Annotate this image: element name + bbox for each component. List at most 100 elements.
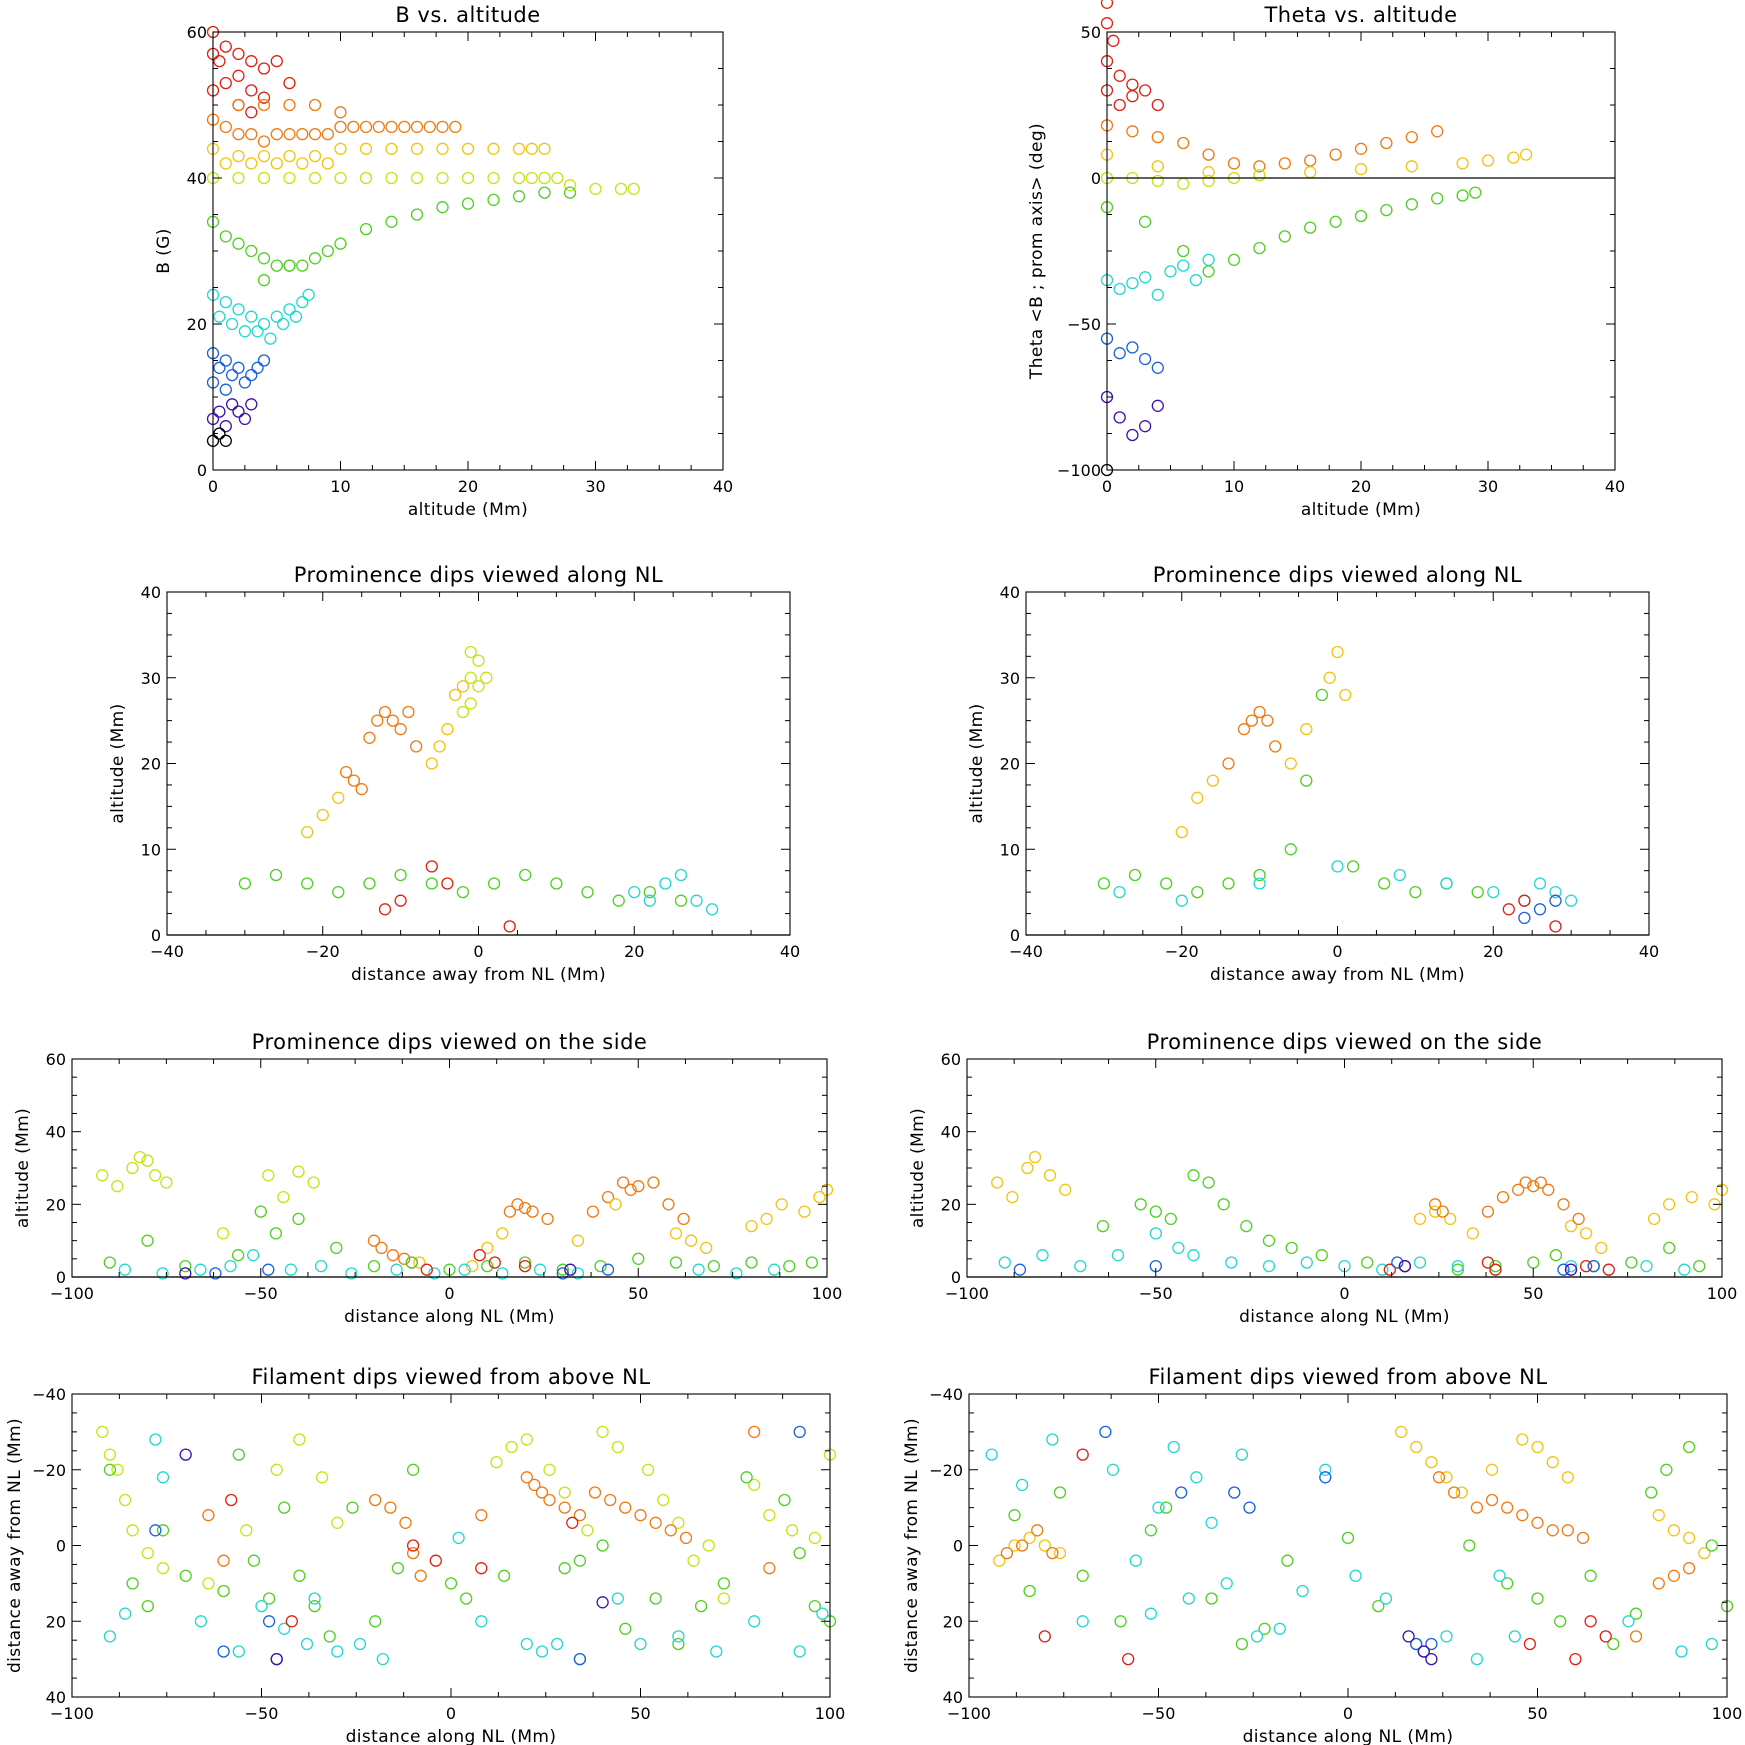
data-point [674, 894, 688, 907]
data-point [323, 1630, 336, 1643]
data-point [1278, 157, 1291, 170]
data-point [257, 149, 271, 163]
data-point [257, 171, 271, 185]
plot-p4: −40 −20 0 20 40 0 10 20 30 40 Prominence dips view… [967, 563, 1659, 985]
data-point [425, 877, 438, 890]
x-tick-label: 100 [815, 1704, 846, 1723]
data-point [232, 171, 245, 185]
data-point [225, 1493, 238, 1507]
data-point [657, 1493, 670, 1507]
data-point [1471, 885, 1484, 899]
data-point [359, 222, 373, 236]
data-point [270, 1652, 283, 1666]
data-point [1516, 1509, 1529, 1522]
y-tick-label: 40 [1000, 583, 1020, 602]
data-point [690, 894, 703, 907]
y-axis-label: altitude (Mm) [13, 1108, 33, 1228]
x-tick-label: −100 [50, 1284, 94, 1303]
data-point [1235, 1637, 1249, 1651]
data-point [1059, 1183, 1072, 1196]
data-point [596, 1539, 609, 1552]
data-point [385, 120, 398, 134]
data-point [1534, 1176, 1547, 1189]
data-point [1682, 1440, 1696, 1454]
y-tick-label: 20 [46, 1195, 66, 1214]
data-point [705, 903, 719, 916]
data-point [1354, 209, 1368, 223]
data-point [588, 1486, 602, 1499]
data-point [289, 310, 303, 323]
data-point [1487, 885, 1500, 899]
data-point [1549, 885, 1562, 899]
data-point [1667, 1569, 1681, 1582]
data-point [1175, 1486, 1188, 1499]
y-tick-label: −20 [929, 1461, 963, 1480]
data-point [232, 303, 245, 316]
data-point [573, 1554, 587, 1567]
data-point [1557, 1198, 1570, 1211]
data-point [353, 1637, 367, 1651]
data-point [985, 1448, 998, 1461]
chart-title: Prominence dips viewed along NL [294, 563, 663, 587]
data-point [321, 128, 334, 141]
data-point [1572, 1212, 1585, 1226]
data-point [1228, 1486, 1241, 1499]
data-point [1579, 1259, 1593, 1273]
data-point [991, 1176, 1004, 1189]
data-point [643, 885, 656, 899]
data-point [1413, 1256, 1427, 1269]
data-point [793, 1546, 806, 1560]
data-point [231, 1249, 245, 1262]
data-point [331, 1645, 344, 1658]
data-point [503, 920, 516, 933]
y-tick-label: 30 [1000, 669, 1020, 688]
data-point [232, 98, 245, 112]
data-point [505, 1440, 518, 1454]
data-point [257, 274, 271, 287]
data-point [1177, 136, 1190, 150]
data-point [612, 894, 625, 907]
x-tick-label: 100 [812, 1284, 843, 1303]
data-point [1391, 1256, 1404, 1269]
data-point [571, 1267, 585, 1280]
data-point [1172, 1241, 1185, 1255]
data-point [551, 171, 564, 185]
data-point [594, 1259, 607, 1273]
data-point [1354, 142, 1368, 155]
data-point [1667, 1524, 1681, 1537]
data-point [232, 1448, 245, 1461]
x-tick-label: 40 [780, 942, 800, 961]
data-point [213, 55, 226, 68]
data-point [1685, 1190, 1698, 1204]
data-point [1315, 688, 1329, 702]
data-point [1151, 160, 1164, 173]
data-point [1300, 723, 1313, 736]
data-point [245, 55, 258, 68]
data-point [276, 317, 290, 331]
data-point [391, 1562, 405, 1575]
y-tick-label: 40 [941, 1123, 961, 1142]
data-point [359, 120, 373, 134]
data-point [1191, 885, 1204, 899]
plot-p5: −100 −50 0 50 100 0 20 40 60 Prominence dips view… [13, 1030, 842, 1327]
data-point [1331, 860, 1344, 873]
data-point [564, 1263, 577, 1276]
data-point [1227, 157, 1241, 170]
data-point [232, 361, 245, 374]
data-point [367, 1259, 381, 1273]
data-point [1253, 705, 1266, 719]
data-point [394, 894, 407, 907]
data-point [296, 128, 309, 141]
data-point [1546, 1456, 1559, 1469]
data-point [1177, 259, 1190, 272]
data-point [1496, 1190, 1510, 1204]
data-point [1006, 1190, 1019, 1204]
data-point [300, 1637, 314, 1651]
data-point [334, 142, 347, 155]
data-point [1151, 98, 1164, 112]
data-point [813, 1190, 826, 1204]
data-point [1138, 271, 1152, 284]
data-point [1444, 1212, 1457, 1226]
data-point [596, 1425, 609, 1439]
